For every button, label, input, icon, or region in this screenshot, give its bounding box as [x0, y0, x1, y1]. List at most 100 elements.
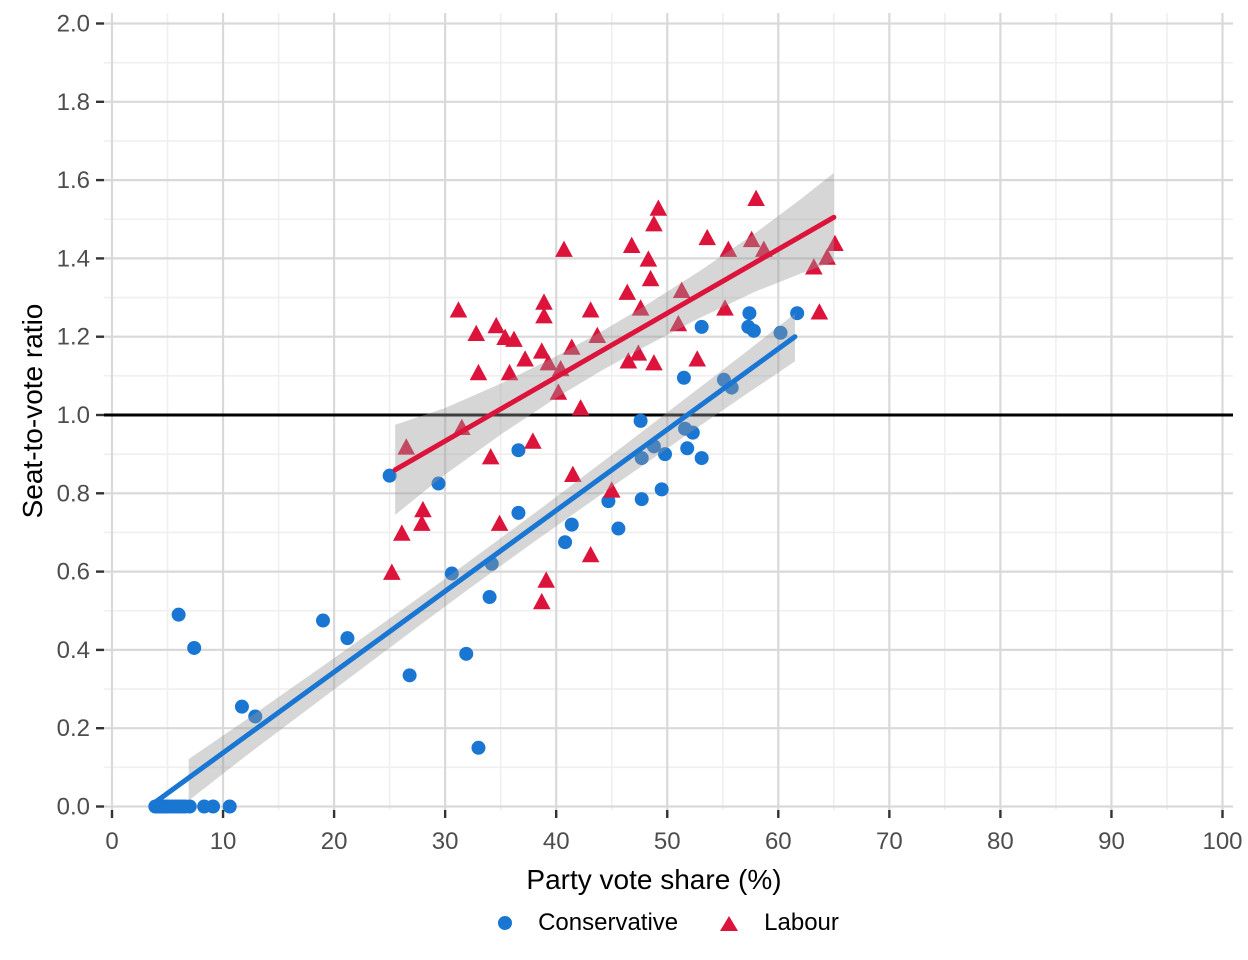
point-conservative	[746, 323, 761, 338]
y-tick-label: 2.0	[57, 11, 90, 38]
point-labour	[564, 465, 582, 482]
point-labour	[549, 383, 568, 400]
point-labour	[698, 228, 717, 246]
point-labour	[588, 326, 607, 343]
point-conservative	[511, 505, 526, 520]
point-labour	[481, 448, 500, 465]
point-conservative	[676, 370, 691, 385]
point-labour	[500, 363, 519, 381]
point-labour	[629, 344, 648, 361]
point-labour	[672, 281, 691, 298]
point-labour	[537, 571, 556, 588]
legend-label-conservative: Conservative	[538, 909, 679, 936]
x-tick-label: 100	[1202, 828, 1242, 855]
point-conservative	[459, 646, 474, 661]
point-labour	[719, 240, 738, 257]
point-conservative	[402, 668, 417, 683]
point-conservative	[234, 699, 249, 714]
point-conservative	[187, 640, 202, 655]
point-conservative	[694, 319, 709, 334]
point-conservative	[382, 468, 397, 483]
point-conservative	[182, 799, 197, 814]
point-conservative	[658, 447, 673, 462]
trend-line-labour	[392, 214, 837, 473]
y-tick-label: 0.8	[57, 480, 90, 507]
point-conservative	[634, 451, 649, 466]
point-labour	[413, 514, 431, 531]
point-labour	[397, 438, 416, 455]
point-labour	[571, 399, 590, 416]
y-tick-label: 0.0	[57, 794, 90, 821]
point-labour	[524, 432, 542, 449]
point-conservative	[482, 590, 497, 605]
point-conservative	[773, 325, 788, 340]
point-labour	[810, 303, 829, 320]
point-conservative	[654, 482, 669, 497]
x-tick-label: 50	[654, 828, 681, 855]
point-conservative	[315, 613, 330, 628]
point-labour	[487, 316, 506, 334]
trend-line-conservative	[149, 334, 798, 808]
point-labour	[826, 234, 844, 251]
point-conservative	[558, 535, 573, 550]
y-tick-label: 0.2	[57, 715, 90, 742]
y-tick-label: 0.4	[57, 637, 90, 664]
x-axis-title: Party vote share (%)	[526, 864, 782, 895]
point-labour	[532, 342, 551, 359]
point-conservative	[634, 492, 649, 507]
point-conservative	[633, 413, 648, 428]
point-labour	[581, 301, 600, 318]
point-labour	[535, 293, 553, 310]
point-labour	[414, 500, 432, 518]
point-conservative	[742, 306, 757, 321]
point-conservative	[685, 425, 700, 440]
point-labour	[535, 307, 553, 324]
x-tick-label: 10	[210, 828, 237, 855]
point-labour	[631, 299, 650, 316]
y-tick-label: 0.6	[57, 559, 90, 586]
x-tick-label: 60	[765, 828, 792, 855]
point-labour	[393, 524, 411, 541]
point-conservative	[444, 566, 459, 581]
x-tick-label: 30	[432, 828, 459, 855]
point-labour	[688, 350, 707, 367]
point-conservative	[431, 476, 446, 491]
point-labour	[669, 314, 688, 332]
y-tick-label: 1.8	[57, 89, 90, 116]
point-labour	[469, 363, 488, 381]
point-labour	[645, 215, 663, 232]
x-tick-label: 90	[1098, 828, 1125, 855]
y-tick-label: 1.0	[57, 402, 90, 429]
point-labour	[555, 240, 573, 257]
conservative-marker-icon	[498, 916, 513, 930]
point-conservative	[471, 740, 486, 755]
legend-label-labour: Labour	[764, 909, 839, 936]
point-labour	[581, 545, 600, 563]
point-labour	[645, 354, 663, 371]
y-tick-label: 1.4	[57, 245, 90, 272]
point-labour	[639, 250, 658, 267]
x-tick-label: 0	[105, 828, 118, 855]
point-labour	[505, 330, 523, 347]
point-labour	[622, 236, 641, 253]
point-conservative	[790, 306, 805, 321]
point-conservative	[680, 441, 695, 456]
point-conservative	[564, 517, 579, 532]
point-labour	[562, 338, 581, 355]
point-labour	[516, 350, 534, 367]
point-conservative	[694, 451, 709, 466]
point-labour	[467, 324, 486, 342]
labour-marker-icon	[720, 915, 739, 931]
point-conservative	[222, 799, 237, 814]
point-labour	[602, 481, 621, 498]
point-labour	[649, 199, 668, 216]
point-labour	[716, 299, 734, 316]
point-labour	[641, 269, 660, 287]
point-conservative	[511, 443, 526, 458]
point-labour	[490, 514, 509, 531]
point-labour	[383, 563, 401, 580]
point-labour	[618, 283, 637, 300]
point-conservative	[340, 631, 355, 646]
